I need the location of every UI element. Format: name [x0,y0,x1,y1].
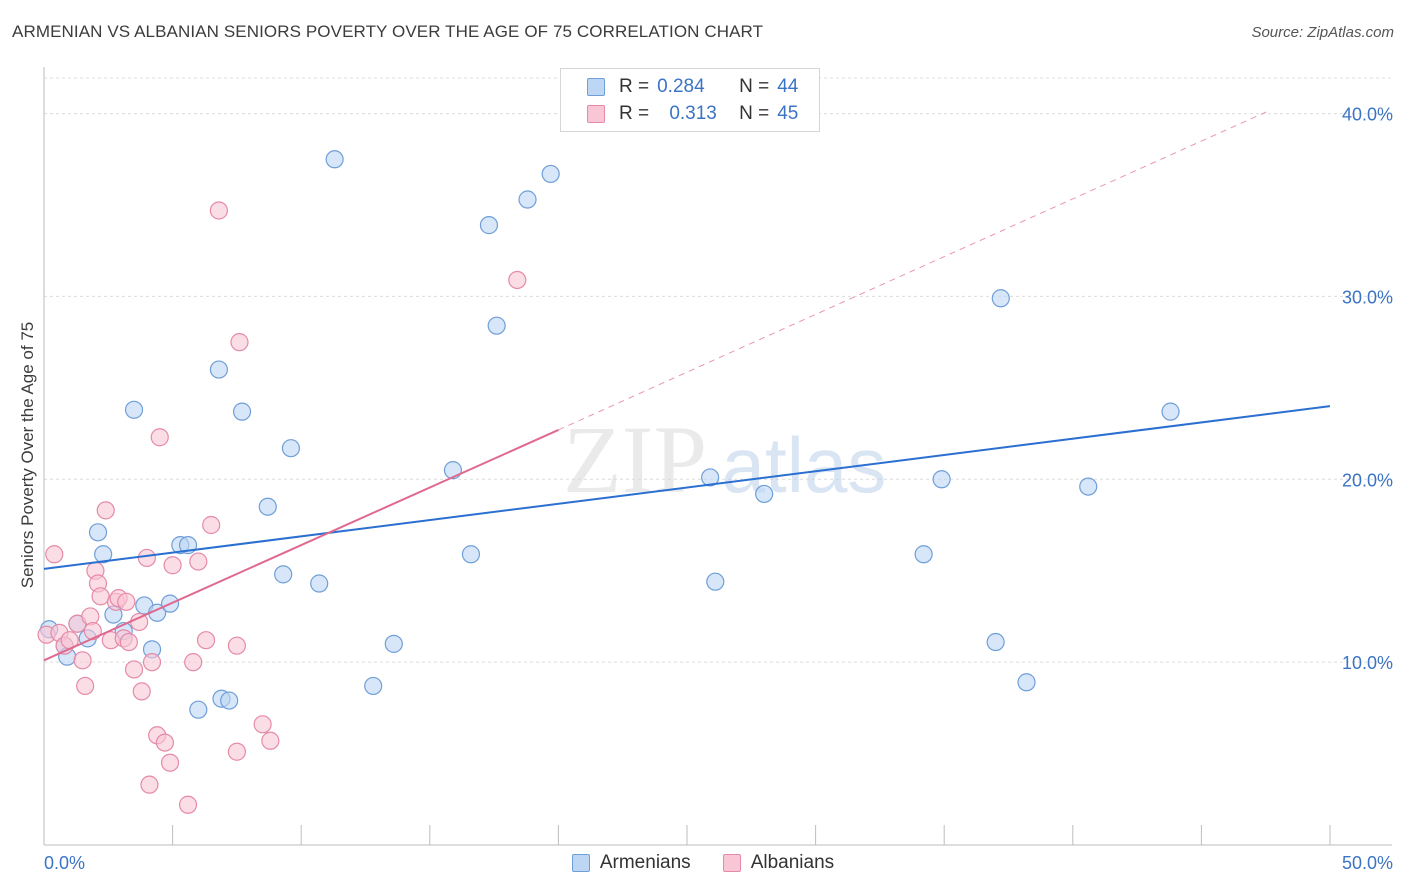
series-legend-armenians[interactable]: Armenians [571,852,691,874]
point-albanians [117,592,136,611]
trend-line-albanians [43,429,559,662]
point-armenians [94,545,113,564]
legend-n-label: N = [739,103,770,124]
x-tick-label: 50.0% [1342,853,1393,873]
point-albanians [178,795,198,814]
point-albanians [137,548,156,568]
point-albanians [227,636,246,655]
point-albanians [142,653,162,672]
point-armenians [274,565,293,584]
point-albanians [140,775,159,794]
point-armenians [258,497,277,516]
legend-r-value: 0.284 [657,76,705,97]
point-albanians [119,632,138,652]
x-tick-labels: 0.0% 50.0% [44,853,1393,873]
legend-swatch-albanians [587,105,605,123]
series-label-armenians: Armenians [599,852,691,873]
y-tick-label: 20.0% [1342,470,1393,490]
point-albanians [261,731,280,750]
legend-r-label: R = [619,76,650,97]
point-albanians [76,676,95,696]
point-armenians [706,572,725,591]
series-label-albanians: Albanians [750,852,835,873]
point-armenians [487,316,506,335]
series-legend: Armenians Albanians [0,852,1406,874]
point-armenians [281,439,301,458]
series-legend-albanians[interactable]: Albanians [722,852,835,874]
point-armenians [232,402,252,421]
point-armenians [479,216,499,235]
point-armenians [932,470,951,489]
point-albanians [163,556,182,575]
point-armenians [1017,673,1036,692]
point-albanians [45,545,64,564]
watermark-zip: ZIP [563,406,707,513]
trend-line-armenians [43,405,1331,570]
point-albanians [73,651,92,670]
point-albanians [124,660,144,679]
point-armenians [991,289,1010,308]
series-swatch-albanians [722,854,741,872]
point-armenians [518,190,537,209]
point-armenians [325,150,344,169]
point-albanians [230,333,249,352]
point-armenians [88,523,108,542]
y-tick-labels: 10.0% 20.0% 30.0% 40.0% [1342,105,1393,674]
legend-n-value: 44 [777,76,799,97]
point-armenians [124,400,144,419]
point-armenians [986,632,1005,652]
legend-n-label: N = [739,76,770,97]
legend-swatch-armenians [587,78,605,96]
point-armenians [755,484,774,504]
point-albanians [96,501,115,520]
point-albanians [132,682,151,701]
point-albanians [253,715,272,734]
point-albanians [150,428,169,447]
legend-row-albanians: R = 0.313 N = 45 [587,101,798,127]
point-albanians [196,631,216,650]
data-points [37,150,1180,814]
point-armenians [461,545,481,564]
point-albanians [227,742,246,761]
y-tick-label: 40.0% [1342,105,1393,125]
source-label: Source: ZipAtlas.com [1251,24,1394,41]
point-armenians [384,634,403,653]
point-armenians [1079,477,1098,496]
point-albanians [184,653,203,672]
point-albanians [202,515,221,535]
point-albanians [83,621,102,641]
point-armenians [701,468,720,487]
point-armenians [914,545,933,564]
point-albanians [91,587,110,606]
point-albanians [508,270,527,290]
legend-n-value: 45 [777,103,799,124]
series-swatch-armenians [571,854,590,872]
legend-r-value: 0.313 [669,103,717,124]
point-armenians [220,691,239,710]
legend-row-armenians: R = 0.284 N = 44 [587,74,798,100]
point-armenians [310,574,329,593]
trend-lines [43,109,1331,662]
point-albanians [155,733,174,752]
legend-r-label: R = [619,103,650,124]
point-albanians [160,753,180,772]
point-albanians [189,552,208,571]
point-armenians [1161,402,1180,421]
point-armenians [209,360,228,379]
y-tick-label: 30.0% [1342,287,1393,307]
point-armenians [189,700,208,719]
y-tick-label: 10.0% [1342,653,1393,673]
chart-title: ARMENIAN VS ALBANIAN SENIORS POVERTY OVE… [12,22,764,41]
axes [43,67,1392,846]
x-tick-label: 0.0% [44,853,85,873]
point-albanians [209,201,228,220]
trend-line-extension-albanians [558,109,1272,431]
point-armenians [364,676,383,696]
correlation-legend: R = 0.284 N = 44 R = 0.313 N = 45 [560,68,820,132]
point-armenians [541,164,560,184]
